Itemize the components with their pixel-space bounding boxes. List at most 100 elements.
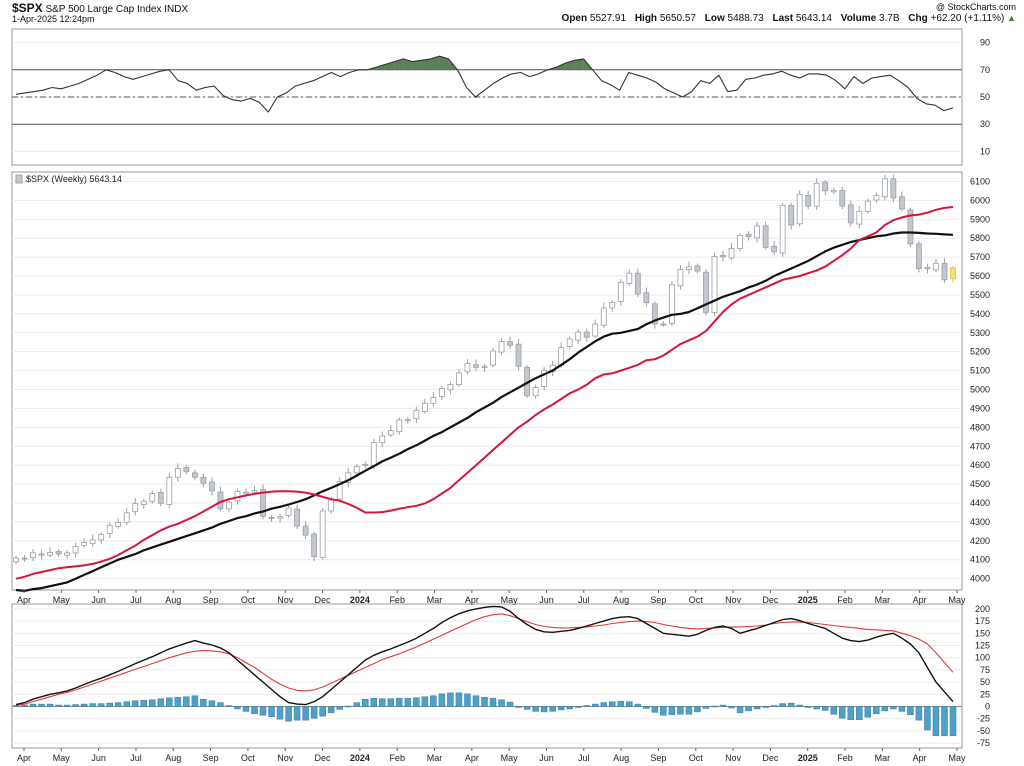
x-tick-label: Oct xyxy=(241,595,256,605)
candle-body xyxy=(268,516,275,519)
candle-body xyxy=(183,467,190,473)
last-label: Last xyxy=(772,13,794,24)
x-tick-label: Apr xyxy=(17,595,31,605)
macd-histogram-bar xyxy=(728,706,735,709)
x-tick-label: Jun xyxy=(91,595,106,605)
macd-histogram-bar xyxy=(609,701,616,707)
macd-signal-line xyxy=(15,613,954,707)
macd-histogram-bar xyxy=(549,706,556,712)
triangle-up-icon: ▲ xyxy=(1007,13,1016,23)
candle-body xyxy=(47,552,53,556)
macd-histogram-bar xyxy=(89,703,96,707)
price-tick-label: 5400 xyxy=(970,309,990,319)
macd-histogram-bar xyxy=(515,706,522,708)
candle-body xyxy=(634,272,641,295)
candle-body xyxy=(864,200,871,212)
open-value: 5527.91 xyxy=(589,13,627,24)
candle-body xyxy=(251,490,258,493)
x-axis: Apr Apr May May Jun Jun Jul Jul Aug Aug Sep Sep Oct O… xyxy=(17,590,966,763)
candle-body xyxy=(745,233,752,238)
candle-body xyxy=(532,387,539,397)
rsi-overbought-fill xyxy=(574,58,584,70)
macd-histogram-bar xyxy=(685,706,693,715)
macd-histogram-bar xyxy=(864,706,872,718)
macd-histogram-bar xyxy=(813,706,820,710)
x-tick-label: Mar xyxy=(875,595,891,605)
candle-body xyxy=(430,397,437,404)
symbol-exchange: INDX xyxy=(164,4,189,15)
symbol-ticker: $SPX xyxy=(12,1,43,15)
macd-histogram-bar xyxy=(455,692,463,707)
candle-body xyxy=(566,338,573,347)
price-panel: 6100 6000 5900 5800 5700 5600 5500 5400 5300 5200… xyxy=(11,171,990,593)
candle-body xyxy=(370,442,377,466)
macd-line xyxy=(15,605,954,706)
candle-body xyxy=(677,269,684,287)
candle-body xyxy=(762,225,769,248)
candle-body xyxy=(396,419,403,433)
candle-body xyxy=(473,364,479,368)
rsi-overbought-fill xyxy=(421,58,431,70)
price-tick-label: 5600 xyxy=(970,271,990,281)
macd-tick-label: 100 xyxy=(975,653,990,663)
candle-body xyxy=(328,499,335,512)
candle-body xyxy=(464,363,471,373)
macd-histogram-bar xyxy=(651,706,659,713)
ema-slow-line xyxy=(15,231,954,593)
candle-body xyxy=(830,190,837,193)
macd-tick-label: -25 xyxy=(977,714,990,724)
candle-body xyxy=(64,552,71,556)
macd-histogram-bar xyxy=(276,706,284,720)
macd-histogram-bar xyxy=(302,706,309,721)
x-tick-label: Dec xyxy=(762,753,779,763)
candle-body xyxy=(575,331,582,341)
macd-histogram-bar xyxy=(46,703,54,707)
x-tick-label: 2025 xyxy=(798,753,818,763)
candle-body xyxy=(643,292,650,304)
candle-body xyxy=(115,521,122,527)
candle-body xyxy=(583,331,590,338)
price-tick-label: 4200 xyxy=(970,536,990,546)
candle-body xyxy=(609,302,616,309)
candle-body xyxy=(55,551,62,555)
macd-histogram-bar xyxy=(498,699,505,707)
quote-summary: @ StockCharts.com Open 5527.91 High 5650… xyxy=(562,2,1016,25)
candle-body xyxy=(796,193,803,225)
candle-body xyxy=(941,262,948,281)
x-tick-label: May xyxy=(501,595,519,605)
candle-body xyxy=(311,533,318,557)
macd-histogram-bar xyxy=(591,703,599,707)
macd-histogram-bar xyxy=(310,706,318,719)
macd-histogram-bar xyxy=(924,706,931,731)
low-label: Low xyxy=(704,13,725,24)
macd-histogram-bar xyxy=(166,697,173,707)
candle-body xyxy=(686,266,692,270)
x-tick-label: May xyxy=(948,595,966,605)
rsi-overbought-fill xyxy=(376,64,386,70)
macd-histogram-bar xyxy=(413,697,420,707)
macd-histogram-bar xyxy=(29,703,37,707)
candle-body xyxy=(277,516,283,519)
macd-histogram-bar xyxy=(217,702,224,707)
macd-histogram-bar xyxy=(694,706,701,713)
symbol-name: S&P 500 Large Cap Index xyxy=(45,4,162,15)
macd-tick-label: 150 xyxy=(975,628,990,638)
candle-body xyxy=(651,303,658,325)
macd-histogram-bar xyxy=(736,706,744,714)
candle-body xyxy=(507,341,513,346)
candle-body xyxy=(140,500,147,505)
candle-body xyxy=(447,384,454,391)
x-tick-label: Jul xyxy=(578,753,590,763)
macd-histogram-bar xyxy=(677,706,684,715)
candle-body xyxy=(200,476,207,484)
candle-body xyxy=(788,205,795,226)
macd-histogram-bar xyxy=(344,705,352,708)
macd-histogram-bar xyxy=(617,700,625,707)
candle-body xyxy=(294,508,301,527)
macd-histogram-bar xyxy=(191,695,199,707)
macd-histogram-bar xyxy=(932,706,940,737)
candle-body xyxy=(890,178,897,199)
macd-histogram-bar xyxy=(856,706,863,720)
candle-body xyxy=(669,284,675,324)
x-tick-label: Mar xyxy=(875,753,891,763)
